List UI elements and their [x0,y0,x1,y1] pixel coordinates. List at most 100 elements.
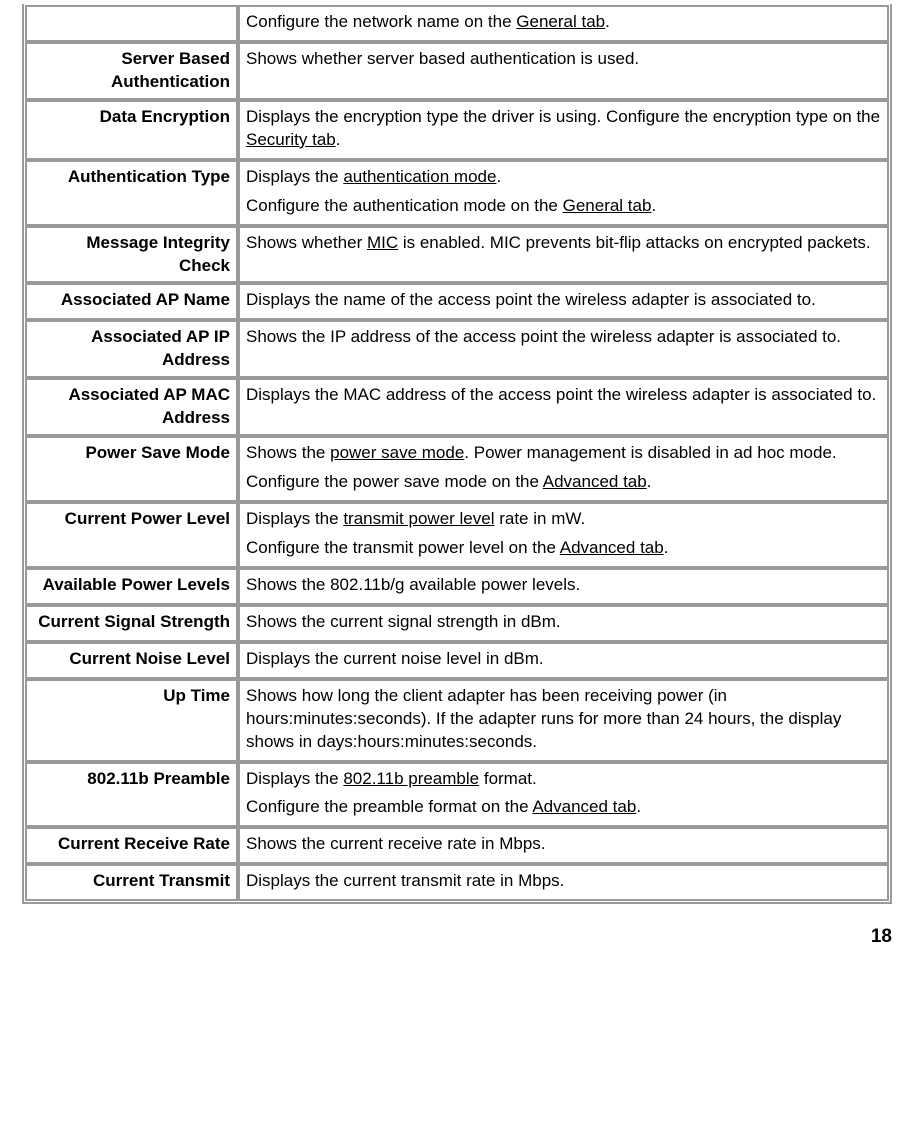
description-text: Shows the 802.11b/g available power leve… [246,575,580,594]
table-row: Message Integrity Check Shows whether MIC… [26,227,888,283]
inline-link[interactable]: Advanced tab [532,797,636,816]
row-description: Displays the transmit power level rate i… [239,503,888,567]
page-container: Configure the network name on the Genera… [22,0,892,904]
description-paragraph: Displays the authentication mode. [246,166,881,189]
description-paragraph: Shows whether server based authenticatio… [246,48,881,71]
description-text: . [664,538,669,557]
table-row: Associated AP MAC AddressDisplays the MA… [26,379,888,435]
description-text: Shows how long the client adapter has be… [246,686,841,751]
description-text: Shows the current receive rate in Mbps. [246,834,546,853]
row-description: Displays the MAC address of the access p… [239,379,888,435]
inline-link[interactable]: authentication mode [343,167,496,186]
row-description: Configure the network name on the Genera… [239,6,888,41]
description-paragraph: Displays the name of the access point th… [246,289,881,312]
definitions-tbody: Configure the network name on the Genera… [26,6,888,900]
description-text: . Power management is disabled in ad hoc… [464,443,836,462]
row-label: Associated AP Name [26,284,237,319]
description-text: . [605,12,610,31]
table-row: Associated AP IP AddressShows the IP add… [26,321,888,377]
inline-link[interactable]: 802.11b preamble [343,769,479,788]
description-text: is enabled. MIC prevents bit-flip attack… [398,233,870,252]
row-label [26,6,237,41]
inline-link[interactable]: Advanced tab [560,538,664,557]
description-text: Displays the current transmit rate in Mb… [246,871,564,890]
description-paragraph: Shows the current signal strength in dBm… [246,611,881,634]
description-text: Shows whether server based authenticatio… [246,49,639,68]
description-text: Displays the [246,509,343,528]
description-paragraph: Displays the current transmit rate in Mb… [246,870,881,893]
table-row: Current Power Level Displays the transmit… [26,503,888,567]
description-paragraph: Configure the transmit power level on th… [246,537,881,560]
inline-link[interactable]: General tab [563,196,652,215]
description-text: . [496,167,501,186]
inline-link[interactable]: Advanced tab [543,472,647,491]
table-row: Up TimeShows how long the client adapter… [26,680,888,761]
description-text: Shows the current signal strength in dBm… [246,612,561,631]
description-text: Configure the authentication mode on the [246,196,563,215]
row-label: 802.11b Preamble [26,763,237,827]
definitions-table: Configure the network name on the Genera… [22,4,892,904]
table-row: 802.11b PreambleDisplays the 802.11b pre… [26,763,888,827]
row-label: Current Noise Level [26,643,237,678]
row-description: Displays the authentication mode.Configu… [239,161,888,225]
row-description: Displays the current noise level in dBm. [239,643,888,678]
description-text: . [636,797,641,816]
description-text: . [651,196,656,215]
table-row: Current Receive Rate Shows the current re… [26,828,888,863]
row-description: Displays the 802.11b preamble format. Con… [239,763,888,827]
description-paragraph: Displays the MAC address of the access p… [246,384,881,407]
description-paragraph: Displays the current noise level in dBm. [246,648,881,671]
description-text: . [647,472,652,491]
row-description: Shows the current signal strength in dBm… [239,606,888,641]
description-text: Configure the network name on the [246,12,516,31]
table-row: Server Based AuthenticationShows whether… [26,43,888,99]
description-text: Displays the [246,167,343,186]
row-label: Up Time [26,680,237,761]
description-text: Configure the transmit power level on th… [246,538,560,557]
inline-link[interactable]: MIC [367,233,398,252]
description-paragraph: Configure the authentication mode on the… [246,195,881,218]
description-text: Displays the current noise level in dBm. [246,649,544,668]
inline-link[interactable]: transmit power level [343,509,494,528]
row-label: Available Power Levels [26,569,237,604]
description-text: rate in mW. [495,509,586,528]
table-row: Authentication TypeDisplays the authenti… [26,161,888,225]
table-row: Power Save Mode Shows the power save mode… [26,437,888,501]
description-text: Displays the [246,769,343,788]
table-row: Associated AP Name Displays the name of t… [26,284,888,319]
row-label: Message Integrity Check [26,227,237,283]
description-text: Configure the power save mode on the [246,472,543,491]
description-text: Shows the [246,443,330,462]
description-text: Shows whether [246,233,367,252]
row-description: Shows whether server based authenticatio… [239,43,888,99]
row-label: Current Power Level [26,503,237,567]
row-description: Shows how long the client adapter has be… [239,680,888,761]
row-description: Displays the name of the access point th… [239,284,888,319]
inline-link[interactable]: power save mode [330,443,464,462]
description-paragraph: Configure the network name on the Genera… [246,11,881,34]
row-description: Shows the 802.11b/g available power leve… [239,569,888,604]
row-description: Shows the power save mode. Power managem… [239,437,888,501]
row-description: Shows the IP address of the access point… [239,321,888,377]
description-text: Displays the MAC address of the access p… [246,385,876,404]
description-text: Shows the IP address of the access point… [246,327,841,346]
row-label: Power Save Mode [26,437,237,501]
description-paragraph: Displays the transmit power level rate i… [246,508,881,531]
description-text: Configure the preamble format on the [246,797,532,816]
row-label: Data Encryption [26,101,237,159]
description-paragraph: Shows the power save mode. Power managem… [246,442,881,465]
description-paragraph: Displays the 802.11b preamble format. [246,768,881,791]
description-paragraph: Shows the IP address of the access point… [246,326,881,349]
row-description: Shows the current receive rate in Mbps. [239,828,888,863]
description-text: Displays the encryption type the driver … [246,107,880,126]
row-label: Current Receive Rate [26,828,237,863]
description-paragraph: Shows the current receive rate in Mbps. [246,833,881,856]
description-paragraph: Configure the preamble format on the Adv… [246,796,881,819]
table-row: Current TransmitDisplays the current tra… [26,865,888,900]
inline-link[interactable]: Security tab [246,130,336,149]
description-text: . [336,130,341,149]
description-paragraph: Displays the encryption type the driver … [246,106,881,152]
description-paragraph: Shows how long the client adapter has be… [246,685,881,754]
inline-link[interactable]: General tab [516,12,605,31]
table-row: Current Signal StrengthShows the current… [26,606,888,641]
